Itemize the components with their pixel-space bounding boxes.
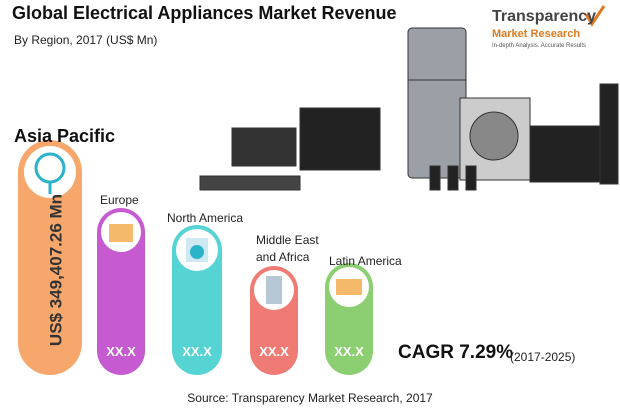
cagr-period: (2017-2025) xyxy=(510,350,576,364)
value-label: XX.X xyxy=(334,344,364,359)
bar xyxy=(18,140,82,375)
icon xyxy=(24,146,76,198)
region-name: Middle East and Africa xyxy=(256,233,319,264)
cagr: CAGR 7.29% xyxy=(398,342,514,363)
value-label: XX.X xyxy=(259,344,289,359)
source: Source: Transparency Market Research, 20… xyxy=(187,391,433,405)
appliances xyxy=(199,27,619,191)
title: Global Electrical Appliances Market Reve… xyxy=(12,3,397,23)
logo-name: Market Research xyxy=(492,28,581,40)
region-name: Latin America xyxy=(329,254,402,268)
value-label: US$ 349,407.26 Mn xyxy=(46,194,65,346)
value-label: XX.X xyxy=(106,344,136,359)
logo-mark xyxy=(584,5,606,27)
logo-tagline: In-depth Analysis. Accurate Results xyxy=(492,43,587,49)
subtitle: By Region, 2017 (US$ Mn) xyxy=(14,33,158,47)
region-name: Europe xyxy=(100,193,139,207)
logo-name: Transparency xyxy=(492,8,597,25)
bar xyxy=(97,208,145,375)
icon-details xyxy=(34,152,362,304)
region-name: North America xyxy=(167,211,244,225)
region-name: Asia Pacific xyxy=(14,126,116,146)
value-label: XX.X xyxy=(182,344,212,359)
